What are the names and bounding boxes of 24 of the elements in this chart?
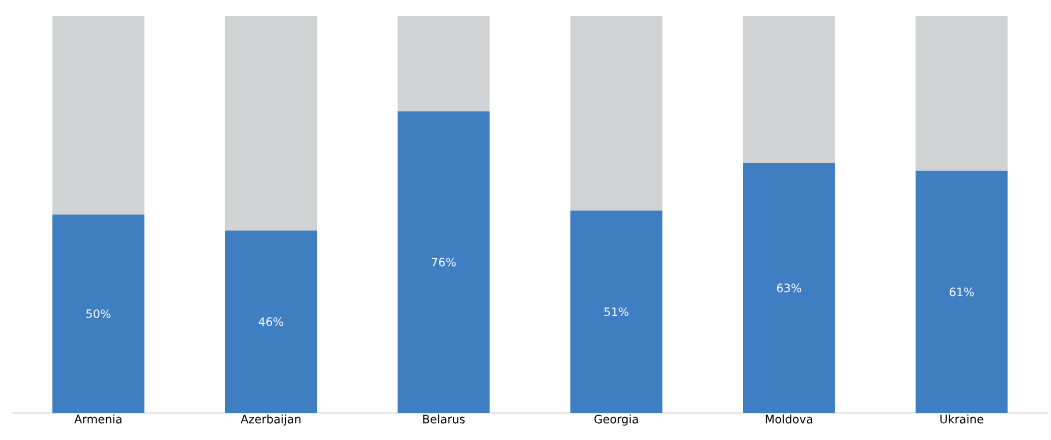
x-tick-label: Azerbaijan <box>240 414 301 426</box>
x-tick-label: Moldova <box>765 414 813 424</box>
data-label: 46% <box>258 317 284 327</box>
bar <box>225 16 317 231</box>
bar <box>570 16 663 211</box>
bar <box>915 170 1008 413</box>
bar <box>397 111 490 413</box>
bar <box>225 230 317 413</box>
data-label: 51% <box>604 307 629 317</box>
x-tick-label: Georgia <box>594 414 638 426</box>
x-tick-label: Ukraine <box>940 414 984 424</box>
data-label: 50% <box>86 309 111 319</box>
data-label: 61% <box>949 287 974 297</box>
x-tick-label: Armenia <box>74 414 122 424</box>
bar <box>52 16 145 215</box>
bar <box>570 210 663 413</box>
data-label: 63% <box>777 283 802 293</box>
x-tick-label: Belarus <box>423 414 465 424</box>
bar <box>397 16 490 112</box>
bar <box>915 16 1008 171</box>
bar <box>52 214 145 413</box>
bar <box>742 16 835 163</box>
bar <box>742 162 835 413</box>
data-label: 76% <box>431 257 456 267</box>
